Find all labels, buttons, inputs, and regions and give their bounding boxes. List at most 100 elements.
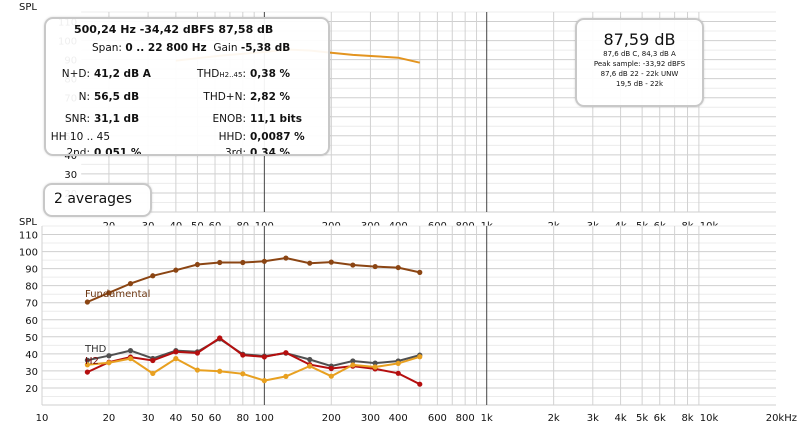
span-value: 0 .. 22 800 Hz bbox=[125, 42, 207, 54]
data-point-h2 bbox=[150, 357, 156, 364]
data-point-fundamental bbox=[350, 262, 356, 268]
measurement-row: N+D: 41,2 dB A THDH2..45: 0,38 % bbox=[46, 68, 328, 82]
data-point-h3 bbox=[307, 363, 313, 369]
series-line-h2 bbox=[86, 336, 421, 386]
spl-line-4: 19,5 dB - 22k bbox=[616, 80, 663, 88]
x-tick-label: 80 bbox=[236, 413, 249, 424]
second-harmonic-value: 0,051 % bbox=[94, 147, 142, 156]
averages-text: 2 averages bbox=[54, 191, 132, 207]
measurement-row: SNR: 31,1 dB ENOB: 11,1 bits bbox=[46, 113, 328, 127]
measurement-label-2-tail: : bbox=[242, 68, 246, 80]
measurement-label-2-text: THD bbox=[196, 68, 220, 80]
y-tick-label: 70 bbox=[25, 299, 38, 310]
y-axis-label: SPL bbox=[19, 217, 37, 228]
data-point-fundamental bbox=[307, 260, 313, 266]
data-point-h2 bbox=[217, 335, 223, 341]
data-point-fundamental bbox=[240, 259, 246, 266]
data-point-fundamental bbox=[150, 273, 156, 279]
second-harmonic-label: 2nd: bbox=[66, 147, 90, 156]
y-tick-label: 60 bbox=[25, 316, 38, 327]
data-point-fundamental bbox=[106, 290, 112, 296]
data-point-h3 bbox=[127, 356, 134, 362]
x-tick-label: 10k bbox=[700, 413, 719, 424]
series-line-fundamental bbox=[87, 256, 421, 303]
data-point-h2 bbox=[84, 369, 90, 375]
measurement-label: N: bbox=[78, 91, 90, 103]
x-tick-label: 50 bbox=[191, 413, 204, 424]
spl-line-1: 87,6 dB C, 84,3 dB A bbox=[603, 50, 676, 58]
averages-badge: 2 averages bbox=[43, 183, 152, 217]
data-point-fundamental bbox=[417, 269, 423, 275]
series-label: H2 bbox=[85, 356, 99, 367]
x-tick-label: 3k bbox=[587, 413, 599, 424]
measurement-label-2: THD+N: bbox=[166, 91, 246, 103]
data-point-h3 bbox=[328, 373, 334, 379]
x-tick-label: 1k bbox=[481, 413, 493, 424]
third-harmonic-label: 3rd: bbox=[224, 147, 246, 156]
third-harmonic-value: 0,34 % bbox=[250, 147, 291, 156]
data-point-h3 bbox=[395, 360, 401, 367]
data-point-h2 bbox=[240, 352, 246, 358]
y-tick-label: 100 bbox=[19, 248, 38, 259]
data-point-h3 bbox=[417, 354, 423, 360]
y-tick-label: 110 bbox=[19, 231, 38, 242]
x-tick-label: 20kHz bbox=[766, 413, 797, 424]
data-point-thd bbox=[106, 353, 112, 359]
y-tick-label: 40 bbox=[64, 151, 77, 162]
series-label: Fundamental bbox=[85, 289, 150, 300]
gain-value: -5,38 dB bbox=[240, 42, 291, 54]
measurement-label: HH 10 .. 45 bbox=[50, 131, 110, 143]
y-tick-label: 50 bbox=[25, 333, 38, 344]
data-point-thd bbox=[307, 356, 313, 363]
data-point-h3 bbox=[217, 368, 223, 374]
harmonics-plot: 20 30 40 50 60 70 80 90 100 110 SPL 10 20 30 40 50 60 80 1… bbox=[19, 217, 797, 424]
x-tick-label: 800 bbox=[456, 413, 475, 424]
measurement-label-2-text: HHD: bbox=[218, 131, 246, 143]
x-tick-label: 60 bbox=[209, 413, 222, 424]
y-tick-label: 90 bbox=[25, 265, 38, 276]
span-row: Span: 0 .. 22 800 Hz Gain -5,38 dB bbox=[92, 42, 290, 54]
measurement-label-2-sub: H2..45 bbox=[219, 71, 243, 79]
data-point-fundamental bbox=[283, 255, 289, 261]
data-point-fundamental bbox=[173, 267, 179, 273]
data-point-fundamental bbox=[127, 281, 134, 287]
x-tick-label: 400 bbox=[389, 413, 408, 424]
spl-line-3: 87,6 dB 22 - 22k UNW bbox=[600, 70, 679, 78]
series-line-h3 bbox=[87, 355, 421, 382]
measurement-value-2: 2,82 % bbox=[250, 91, 291, 103]
data-point-thd bbox=[127, 348, 134, 354]
data-point-fundamental bbox=[328, 259, 334, 265]
data-point-fundamental bbox=[194, 261, 201, 268]
plot-area bbox=[42, 226, 776, 405]
spl-main-value: 87,59 dB bbox=[603, 30, 676, 49]
gain-label: Gain bbox=[213, 42, 238, 54]
x-tick-label: 100 bbox=[255, 413, 274, 424]
measurement-header: 500,24 Hz -34,42 dBFS 87,58 dB bbox=[74, 23, 274, 36]
x-tick-label: 600 bbox=[428, 413, 447, 424]
y-tick-label: 40 bbox=[25, 350, 38, 361]
data-point-h3 bbox=[283, 373, 289, 379]
measurement-value-2: 0,0087 % bbox=[250, 131, 305, 143]
data-point-fundamental bbox=[395, 264, 401, 271]
x-tick-label: 8k bbox=[681, 413, 693, 424]
measurement-row: N: 56,5 dB THD+N: 2,82 % bbox=[46, 91, 328, 105]
data-point-h2 bbox=[261, 354, 267, 360]
x-tick-label: 20 bbox=[103, 413, 116, 424]
data-point-h2 bbox=[395, 370, 401, 376]
span-label: Span: bbox=[92, 42, 122, 54]
data-point-h2 bbox=[173, 349, 179, 355]
y-axis-label: SPL bbox=[19, 2, 37, 13]
measurement-label: N+D: bbox=[61, 68, 90, 80]
y-tick-label: 20 bbox=[25, 384, 38, 395]
measurement-value: 56,5 dB bbox=[94, 91, 140, 103]
data-point-thd bbox=[372, 360, 378, 366]
measurement-label-2: ENOB: bbox=[166, 113, 247, 125]
measurement-label: SNR: bbox=[64, 113, 90, 125]
data-point-h3 bbox=[240, 371, 246, 377]
spl-line-2: Peak sample: -33,92 dBFS bbox=[593, 60, 686, 68]
measurement-panel: 500,24 Hz -34,42 dBFS 87,58 dB Span: 0 .… bbox=[44, 17, 330, 156]
x-tick-label: 4k bbox=[615, 413, 627, 424]
measurement-row: HH 10 .. 45 HHD: 0,0087 % bbox=[46, 131, 328, 145]
x-tick-label: 40 bbox=[170, 413, 183, 424]
spl-meter-panel: 87,59 dB 87,6 dB C, 84,3 dB A Peak sampl… bbox=[575, 18, 704, 107]
